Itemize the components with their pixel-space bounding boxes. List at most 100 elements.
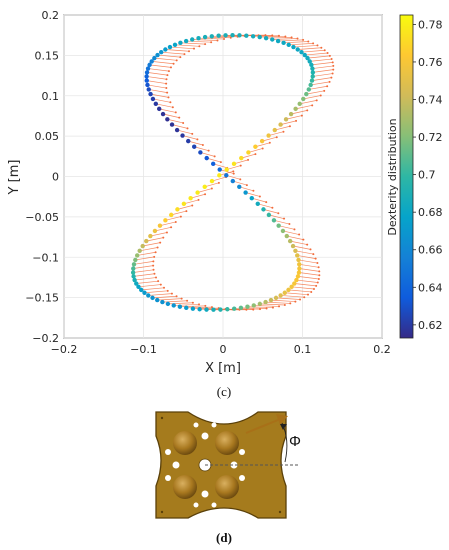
trajectory-point — [135, 253, 140, 258]
orientation-arrow — [152, 295, 177, 299]
arrow-tip — [201, 144, 204, 147]
arrow-tip — [232, 170, 235, 173]
trajectory-point — [175, 207, 180, 212]
trajectory-point — [230, 178, 236, 184]
arrow-tip — [192, 47, 195, 50]
orientation-arrow — [135, 256, 155, 261]
arrow-tip — [229, 36, 232, 39]
trajectory-point — [197, 307, 202, 312]
orientation-arrow — [162, 300, 188, 303]
orientation-arrow — [309, 58, 332, 62]
trajectory-point — [198, 150, 203, 155]
orientation-arrow — [177, 205, 193, 210]
trajectory-point — [287, 238, 293, 244]
orientation-arrow — [161, 51, 185, 55]
colorbar-tick-label: 0.68 — [418, 206, 443, 219]
trajectory-point — [144, 70, 150, 75]
colorbar-tick-label: 0.64 — [418, 281, 443, 294]
orientation-arrow — [275, 297, 301, 300]
colorbar-tick-labels: 0.62 0.64 0.66 0.68 0.7 0.72 0.74 0.76 0.78 — [413, 18, 443, 332]
arrow-tip — [172, 62, 175, 65]
arrow-tip — [153, 272, 156, 275]
orientation-arrow — [146, 80, 167, 84]
y-tick-label: 0.1 — [42, 90, 60, 103]
dome-top-left — [173, 431, 197, 455]
colorbar-tick-label: 0.78 — [418, 18, 443, 31]
orientation-arrow — [294, 283, 317, 287]
orientation-arrow — [192, 39, 218, 41]
caption-c: (c) — [217, 384, 231, 399]
trajectory-point — [183, 38, 189, 44]
trajectory-point — [261, 207, 266, 212]
arrow-tip — [328, 54, 331, 57]
arrow-tip — [179, 56, 182, 59]
arrow-tip — [278, 305, 281, 308]
orientation-arrow — [241, 153, 256, 159]
arrow-tip — [261, 147, 264, 150]
arrow-tip — [288, 125, 291, 128]
trajectory-point — [273, 295, 279, 301]
arrow-tip — [166, 91, 169, 94]
trajectory-point — [302, 52, 307, 58]
trajectory-point — [145, 82, 150, 88]
orientation-arrow — [150, 93, 169, 98]
trajectory-point — [163, 47, 168, 52]
arrow-tip — [186, 299, 189, 302]
trajectory-point — [171, 303, 176, 308]
arrow-tip — [317, 266, 320, 269]
arrow-tip — [318, 270, 321, 273]
arrow-tip — [152, 268, 155, 271]
arrow-tip — [169, 66, 172, 69]
orientation-arrow — [297, 47, 322, 50]
trajectory-point — [137, 248, 142, 254]
trajectory-point — [239, 155, 244, 161]
x-axis-label: X [m] — [205, 361, 241, 376]
trajectory-point — [255, 201, 260, 207]
arrow-tip — [330, 58, 333, 61]
orientation-arrow — [286, 235, 304, 240]
arrow-tip — [187, 50, 190, 53]
trajectory-point — [177, 304, 183, 309]
trajectory-point — [309, 78, 315, 83]
trajectory-point — [280, 228, 286, 234]
y-tick-label: −0.15 — [25, 292, 59, 305]
trajectory-point — [286, 42, 291, 48]
arrow-tip — [306, 109, 309, 112]
orientation-arrow — [198, 37, 225, 40]
trajectory-point — [270, 37, 275, 42]
trajectory-point — [159, 49, 164, 55]
arrow-tip — [302, 238, 305, 241]
arrow-tip — [268, 141, 271, 144]
arrow-tip — [247, 158, 250, 161]
colorbar — [399, 14, 414, 339]
trajectory-point — [181, 201, 187, 207]
trajectory-point — [146, 87, 151, 92]
orientation-arrow — [255, 142, 270, 148]
arrow-tip — [271, 206, 274, 209]
trajectory-point — [218, 307, 223, 312]
y-tick-labels: −0.2 −0.15 −0.1 −0.05 0 0.05 0.1 0.15 0.2 — [25, 9, 59, 345]
trajectory-point — [292, 281, 297, 286]
arrow-tip — [284, 35, 287, 38]
trajectory-point — [281, 40, 286, 46]
orientation-arrow — [154, 57, 177, 61]
arrow-tip — [317, 277, 320, 280]
colorbar-tick-label: 0.62 — [418, 319, 443, 332]
trajectory-point — [230, 32, 235, 38]
orientation-arrow — [232, 180, 247, 186]
trajectory-point — [223, 33, 228, 38]
arrow-tip — [223, 38, 226, 41]
trajectory-point — [202, 184, 207, 190]
trajectory-point — [294, 277, 299, 283]
arrow-tip — [157, 280, 160, 283]
arrow-tip — [165, 82, 168, 85]
trajectory-point — [150, 96, 156, 102]
arrow-tip — [170, 226, 173, 229]
arrow-tip — [210, 306, 213, 309]
orientation-arrow — [173, 304, 200, 306]
orientation-arrow — [177, 129, 193, 135]
orientation-arrow — [134, 277, 157, 281]
trajectory-point — [295, 253, 300, 258]
orientation-arrow — [273, 219, 290, 225]
orientation-arrows — [133, 34, 335, 311]
